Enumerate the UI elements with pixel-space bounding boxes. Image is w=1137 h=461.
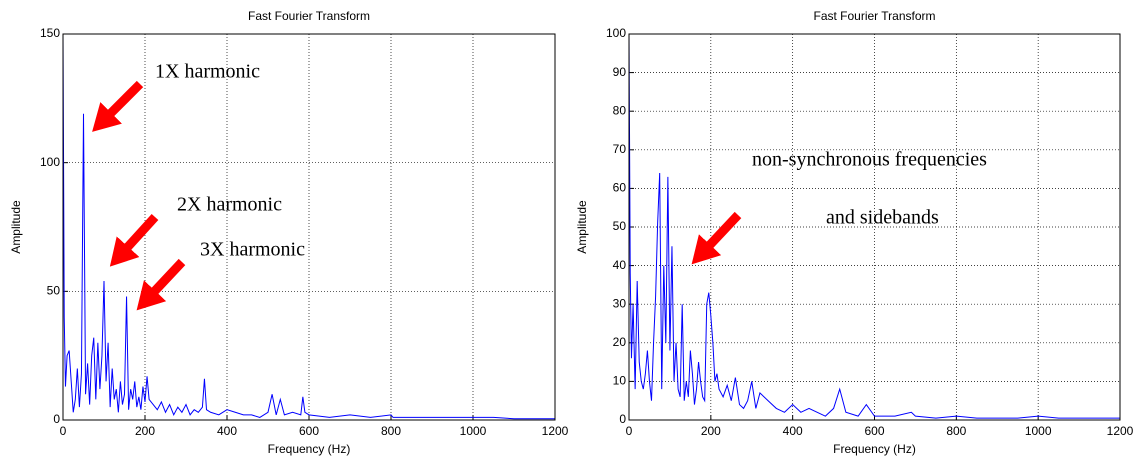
y-tick-label: 10 bbox=[613, 374, 627, 388]
y-tick-label: 50 bbox=[613, 219, 627, 233]
x-tick-label: 1000 bbox=[460, 424, 487, 438]
y-axis-label: Amplitude bbox=[9, 200, 23, 254]
axes-frame bbox=[628, 33, 1121, 421]
x-tick-label: 200 bbox=[135, 424, 155, 438]
x-tick-label: 400 bbox=[783, 424, 803, 438]
y-tick-label: 0 bbox=[53, 412, 60, 426]
y-tick-label: 50 bbox=[47, 284, 61, 298]
x-tick-label: 1000 bbox=[1025, 424, 1052, 438]
y-tick-label: 80 bbox=[613, 103, 627, 117]
y-tick-label: 90 bbox=[613, 65, 627, 79]
x-tick-label: 400 bbox=[217, 424, 237, 438]
y-tick-label: 70 bbox=[613, 142, 627, 156]
chart-title: Fast Fourier Transform bbox=[248, 9, 370, 23]
y-tick-label: 60 bbox=[613, 181, 627, 195]
arrow bbox=[136, 258, 186, 311]
data-line bbox=[628, 33, 1120, 419]
x-tick-label: 600 bbox=[299, 424, 319, 438]
y-tick-label: 40 bbox=[613, 258, 627, 272]
annotation: 3X harmonic bbox=[200, 239, 305, 261]
annotation: non-synchronous frequencies bbox=[752, 149, 987, 171]
x-axis-label: Frequency (Hz) bbox=[268, 442, 351, 456]
chart-title: Fast Fourier Transform bbox=[813, 9, 935, 23]
annotation: 1X harmonic bbox=[155, 61, 260, 83]
y-tick-label: 150 bbox=[40, 26, 60, 40]
annotation: 2X harmonic bbox=[177, 194, 282, 216]
arrow bbox=[109, 213, 159, 267]
y-tick-label: 100 bbox=[606, 26, 626, 40]
annotation: and sidebands bbox=[826, 207, 939, 229]
y-tick-label: 0 bbox=[619, 412, 626, 426]
x-tick-label: 600 bbox=[864, 424, 884, 438]
x-tick-label: 1200 bbox=[542, 424, 569, 438]
x-tick-label: 1200 bbox=[1107, 424, 1134, 438]
x-tick-label: 0 bbox=[626, 424, 633, 438]
y-axis-label: Amplitude bbox=[575, 200, 589, 254]
arrow bbox=[691, 211, 742, 265]
data-line bbox=[62, 33, 555, 420]
x-tick-label: 0 bbox=[60, 424, 67, 438]
y-tick-label: 30 bbox=[613, 296, 627, 310]
x-tick-label: 800 bbox=[381, 424, 401, 438]
y-tick-label: 20 bbox=[613, 335, 627, 349]
arrow bbox=[92, 80, 144, 132]
x-tick-label: 200 bbox=[701, 424, 721, 438]
y-tick-label: 100 bbox=[40, 155, 60, 169]
x-axis-label: Frequency (Hz) bbox=[833, 442, 916, 456]
axes-frame bbox=[62, 33, 556, 421]
x-tick-label: 800 bbox=[946, 424, 966, 438]
